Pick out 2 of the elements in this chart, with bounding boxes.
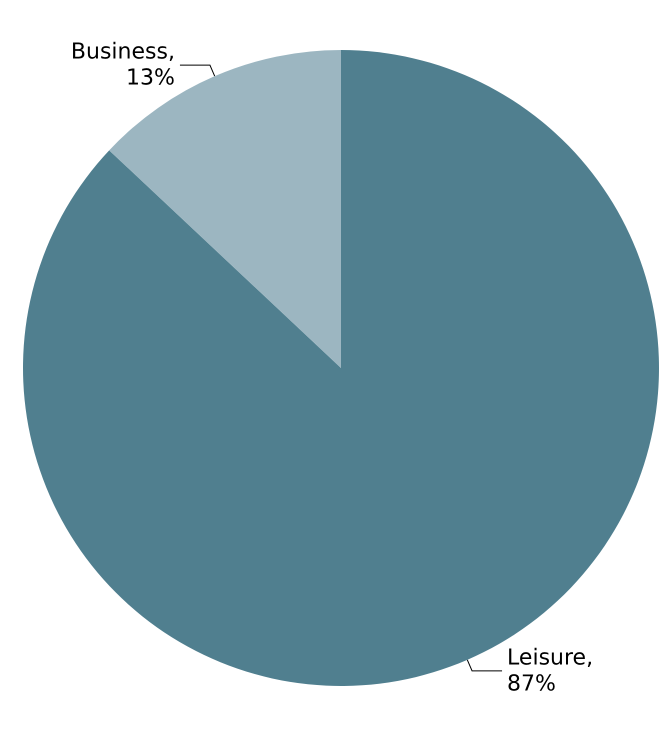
slice-label: Leisure, 87% (507, 645, 594, 696)
slice-label: Business, 13% (70, 40, 175, 91)
